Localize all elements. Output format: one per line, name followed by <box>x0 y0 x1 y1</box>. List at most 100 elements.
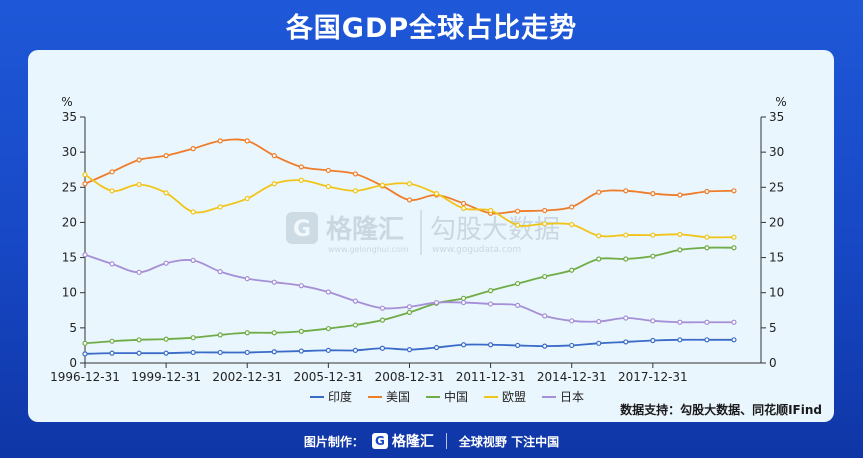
data-point-欧盟 <box>190 209 196 215</box>
footer-slogan: 全球视野 下注中国 <box>458 434 560 449</box>
data-point-印度 <box>136 350 142 356</box>
data-point-中国 <box>136 337 142 343</box>
series-欧盟 <box>82 172 737 240</box>
data-point-印度 <box>704 337 710 343</box>
series-line-中国 <box>84 246 734 345</box>
x-tick-label: 2017-12-31 <box>618 370 688 384</box>
x-tick-label: 2014-12-31 <box>537 370 607 384</box>
data-point-中国 <box>488 288 494 294</box>
data-point-欧盟 <box>460 205 467 211</box>
data-point-印度 <box>163 350 169 356</box>
y-tick-label-left: 30 <box>62 145 77 159</box>
data-point-美国 <box>460 200 467 207</box>
data-point-中国 <box>109 338 115 344</box>
data-point-日本 <box>163 260 169 266</box>
y-tick-label-left: 5 <box>69 321 77 335</box>
data-point-中国 <box>379 317 386 323</box>
data-point-印度 <box>325 347 331 353</box>
footer-divider <box>445 433 447 449</box>
y-tick-label-right: 20 <box>769 215 784 229</box>
data-point-欧盟 <box>515 222 521 228</box>
watermark: G 格隆汇 www.gelonghui.com 勾股大数据 www.goguda… <box>286 210 560 255</box>
y-axis-unit-right: % <box>775 95 786 109</box>
data-point-中国 <box>677 247 683 253</box>
y-tick-label-right: 10 <box>769 286 784 300</box>
data-point-印度 <box>271 349 277 355</box>
data-point-日本 <box>542 313 548 319</box>
data-point-欧盟 <box>488 207 494 214</box>
data-point-美国 <box>677 192 683 198</box>
series-中国 <box>82 245 737 346</box>
data-point-欧盟 <box>379 182 386 188</box>
data-point-印度 <box>244 349 250 356</box>
watermark-brand2-url: www.gogudata.com <box>432 245 521 255</box>
data-point-中国 <box>704 245 710 251</box>
data-point-欧盟 <box>433 191 440 197</box>
data-point-中国 <box>731 245 737 251</box>
series-日本 <box>82 252 737 325</box>
data-point-日本 <box>704 319 710 325</box>
data-point-日本 <box>352 298 358 304</box>
data-point-日本 <box>82 252 88 258</box>
data-point-日本 <box>298 283 304 289</box>
data-point-中国 <box>406 309 413 315</box>
y-tick-label-left: 35 <box>62 110 77 124</box>
data-point-美国 <box>136 157 142 163</box>
data-point-中国 <box>352 322 358 328</box>
data-point-美国 <box>596 189 602 195</box>
data-point-日本 <box>433 299 440 306</box>
data-point-印度 <box>352 347 358 353</box>
series-lines <box>82 138 737 357</box>
watermark-brand2: 勾股大数据 <box>430 215 560 245</box>
data-point-欧盟 <box>163 190 169 196</box>
data-point-印度 <box>623 339 629 345</box>
legend: 印度 美国 中国 欧盟 日本 <box>310 389 584 404</box>
footer-logo-text: 格隆汇 <box>391 434 434 450</box>
data-point-印度 <box>298 348 304 354</box>
data-point-印度 <box>731 337 737 343</box>
data-point-日本 <box>406 304 413 310</box>
legend-label-印度: 印度 <box>328 389 352 404</box>
data-point-印度 <box>460 342 467 348</box>
data-point-日本 <box>596 318 602 325</box>
data-point-日本 <box>650 318 656 324</box>
data-point-欧盟 <box>704 234 710 240</box>
data-point-中国 <box>271 330 277 336</box>
data-point-欧盟 <box>569 221 575 228</box>
data-point-印度 <box>217 349 223 356</box>
y-tick-label-right: 25 <box>769 180 784 194</box>
data-point-欧盟 <box>406 181 413 187</box>
data-point-印度 <box>379 345 386 351</box>
data-point-美国 <box>163 153 169 159</box>
footer-made-by: 图片制作： <box>303 434 364 449</box>
data-point-日本 <box>515 302 521 308</box>
data-point-中国 <box>244 330 250 336</box>
data-point-印度 <box>109 350 115 356</box>
legend-label-欧盟: 欧盟 <box>502 390 526 404</box>
data-point-美国 <box>650 191 656 197</box>
data-point-欧盟 <box>217 204 223 210</box>
y-tick-label-right: 0 <box>769 356 777 370</box>
data-point-美国 <box>298 164 304 170</box>
page-title: 各国GDP全球占比走势 <box>285 13 578 44</box>
y-tick-label-left: 10 <box>62 286 77 300</box>
footer-logo-icon: G <box>371 433 388 449</box>
data-point-欧盟 <box>677 231 683 237</box>
watermark-logo-icon <box>286 212 318 244</box>
data-point-欧盟 <box>136 181 142 188</box>
data-point-美国 <box>325 167 331 174</box>
data-point-中国 <box>325 325 331 332</box>
data-point-美国 <box>406 197 413 203</box>
data-point-欧盟 <box>542 221 548 227</box>
x-tick-label: 2008-12-31 <box>375 370 445 384</box>
series-印度 <box>82 337 737 357</box>
data-point-中国 <box>190 335 196 341</box>
data-point-中国 <box>298 328 304 334</box>
data-point-美国 <box>569 204 575 210</box>
data-point-印度 <box>406 347 413 353</box>
data-point-美国 <box>190 146 196 152</box>
data-point-美国 <box>731 188 737 194</box>
data-point-美国 <box>82 181 88 187</box>
data-point-欧盟 <box>623 232 629 238</box>
data-point-日本 <box>488 301 494 307</box>
